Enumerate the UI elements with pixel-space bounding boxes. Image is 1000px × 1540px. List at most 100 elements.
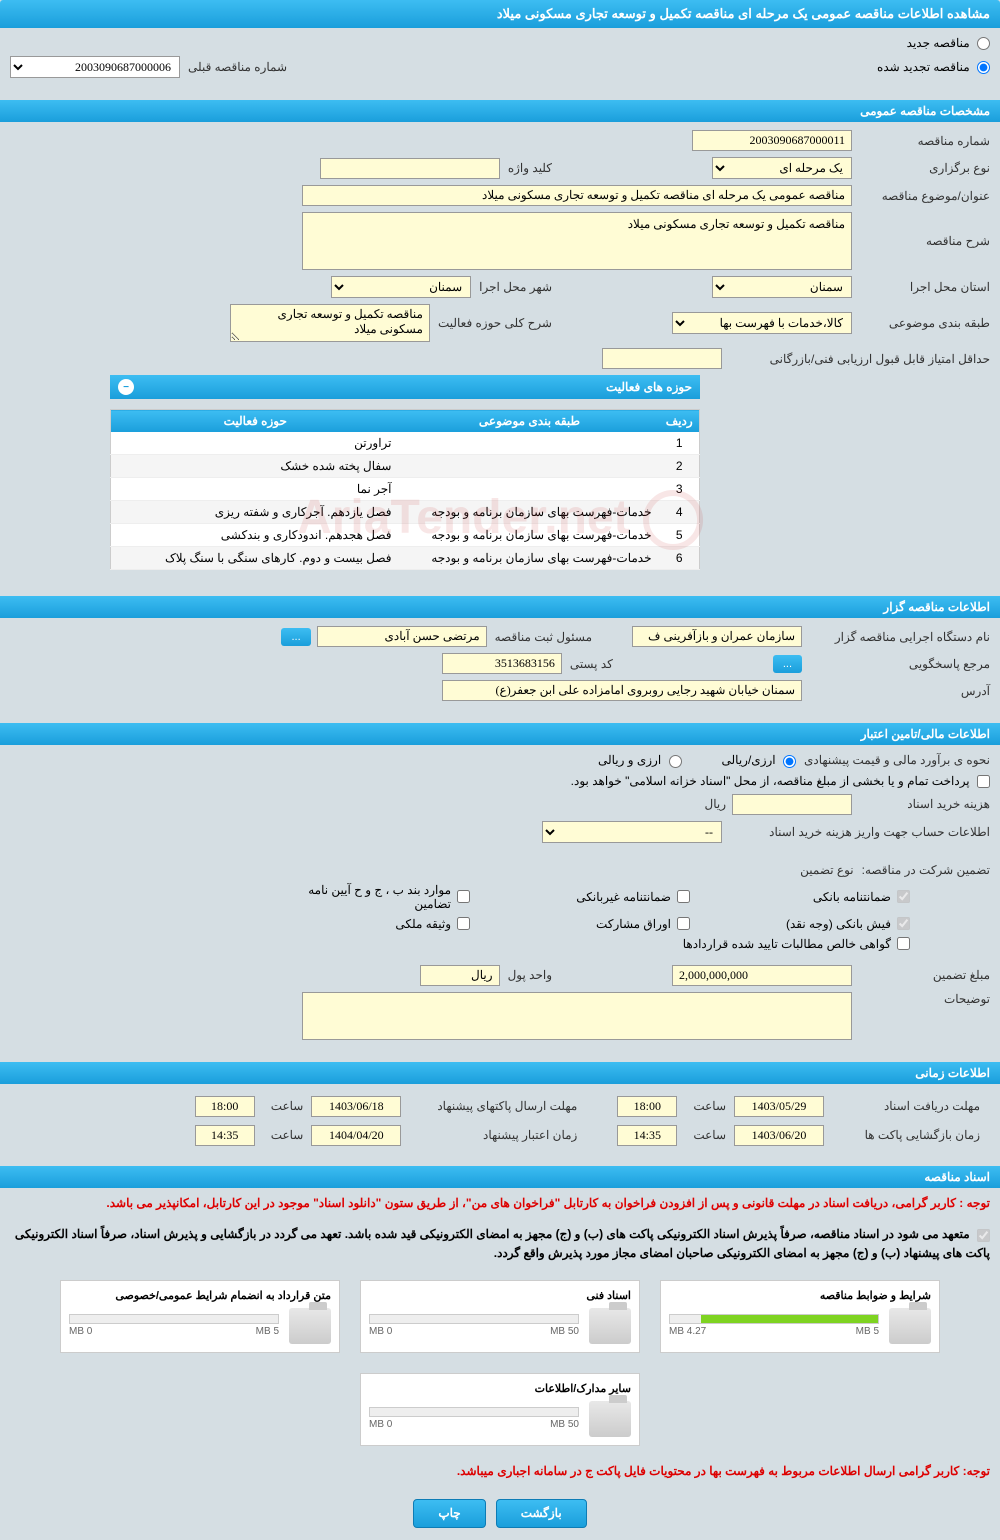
amount-label: مبلغ تضمین	[860, 968, 990, 982]
unit-field[interactable]	[420, 965, 500, 986]
activity-scope-label: شرح کلی حوزه فعالیت	[438, 316, 552, 330]
time-label-4: ساعت	[271, 1128, 304, 1142]
file-box[interactable]: متن قرارداد به انضمام شرایط عمومی/خصوصی …	[60, 1280, 340, 1353]
radio-renewed-input[interactable]	[977, 61, 990, 74]
folder-icon	[889, 1308, 931, 1344]
file-max: 50 MB	[550, 1419, 579, 1430]
receive-date[interactable]	[734, 1096, 824, 1117]
category-select[interactable]: کالا،خدمات با فهرست بها	[672, 312, 852, 334]
tender-type-select[interactable]: یک مرحله ای	[712, 157, 852, 179]
send-time[interactable]	[195, 1096, 255, 1117]
print-button[interactable]: چاپ	[413, 1499, 485, 1528]
radio-new-input[interactable]	[977, 37, 990, 50]
account-select[interactable]: --	[542, 821, 722, 843]
guarantee-type-label: نوع تضمین	[800, 863, 853, 877]
file-title: شرایط و ضوابط مناقصه	[669, 1289, 931, 1302]
notice1-prefix: توجه :	[956, 1196, 990, 1210]
activity-scope-field[interactable]: مناقصه تکمیل و توسعه تجاری مسکونی میلاد	[230, 304, 430, 342]
open-date[interactable]	[734, 1125, 824, 1146]
tender-status-block: مناقصه جدید مناقصه تجدید شده شماره مناقص…	[0, 28, 1000, 92]
postal-field[interactable]	[442, 653, 562, 674]
chk-cash[interactable]: فیش بانکی (وجه نقد)	[710, 917, 910, 931]
guarantee-checkbox-grid: ضمانتنامه بانکی ضمانتنامه غیربانکی موارد…	[10, 883, 910, 951]
collapse-icon[interactable]: −	[118, 379, 134, 395]
file-title: متن قرارداد به انضمام شرایط عمومی/خصوصی	[69, 1289, 331, 1302]
time-label-1: ساعت	[693, 1099, 726, 1113]
bottom-buttons: بازگشت چاپ	[0, 1487, 1000, 1540]
send-label: مهلت ارسال پاکتهای پیشنهاد	[417, 1099, 577, 1113]
file-box[interactable]: شرایط و ضوابط مناقصه 5 MB4.27 MB	[660, 1280, 940, 1353]
file-used: 4.27 MB	[669, 1326, 706, 1337]
section-financial: اطلاعات مالی/تامین اعتبار	[0, 723, 1000, 745]
validity-time[interactable]	[195, 1125, 255, 1146]
file-box[interactable]: سایر مدارک/اطلاعات 50 MB 0 MB	[360, 1373, 640, 1446]
file-boxes: شرایط و ضوابط مناقصه 5 MB4.27 MB اسناد ف…	[0, 1270, 1000, 1456]
chk-property[interactable]: وثیقه ملکی	[270, 917, 470, 931]
time-label-3: ساعت	[693, 1128, 726, 1142]
city-select[interactable]: سمنان	[331, 276, 471, 298]
tender-type-label: نوع برگزاری	[860, 161, 990, 175]
open-time[interactable]	[617, 1125, 677, 1146]
page-title: مشاهده اطلاعات مناقصه عمومی یک مرحله ای …	[497, 6, 990, 21]
more-button[interactable]: ...	[281, 628, 310, 646]
province-label: استان محل اجرا	[860, 280, 990, 294]
section-general: مشخصات مناقصه عمومی	[0, 100, 1000, 122]
file-used: 0 MB	[369, 1326, 392, 1337]
contact-more-button[interactable]: ...	[773, 655, 802, 673]
province-select[interactable]: سمنان	[712, 276, 852, 298]
file-title: سایر مدارک/اطلاعات	[369, 1382, 631, 1395]
payment-checkbox[interactable]: پرداخت تمام و یا بخشی از مبلغ مناقصه، از…	[571, 774, 990, 788]
table-row: 1تراورتن	[111, 432, 700, 455]
time-label-2: ساعت	[271, 1099, 304, 1113]
desc-field[interactable]: مناقصه تکمیل و توسعه تجاری مسکونی میلاد	[302, 212, 852, 270]
amount-field[interactable]	[672, 965, 852, 986]
tender-number-label: شماره مناقصه	[860, 134, 990, 148]
progress-bar	[669, 1314, 879, 1324]
responsible-label: مسئول ثبت مناقصه	[495, 630, 592, 644]
commit-checkbox[interactable]: متعهد می شود در اسناد مناقصه، صرفاً پذیر…	[15, 1227, 990, 1260]
timing-block: مهلت دریافت اسناد ساعت مهلت ارسال پاکتها…	[0, 1084, 1000, 1158]
keyword-field[interactable]	[320, 158, 500, 179]
file-used: 0 MB	[369, 1419, 392, 1430]
col-row: ردیف	[660, 410, 700, 433]
radio-new-tender[interactable]: مناقصه جدید	[907, 36, 990, 50]
min-score-field[interactable]	[602, 348, 722, 369]
responsible-field[interactable]	[317, 626, 487, 647]
file-max: 5 MB	[256, 1326, 279, 1337]
subject-field[interactable]	[302, 185, 852, 206]
general-block: شماره مناقصه نوع برگزاری یک مرحله ای کلی…	[0, 122, 1000, 588]
folder-icon	[589, 1401, 631, 1437]
chk-bank[interactable]: ضمانتنامه بانکی	[710, 883, 910, 911]
notice1-text: کاربر گرامی، دریافت اسناد در مهلت قانونی…	[106, 1196, 956, 1210]
file-max: 50 MB	[550, 1326, 579, 1337]
fin-desc-label: توضیحات	[860, 992, 990, 1006]
table-row: 4خدمات-فهرست بهای سازمان برنامه و بودجهف…	[111, 501, 700, 524]
radio-new-label: مناقصه جدید	[907, 36, 970, 50]
chk-cert[interactable]: گواهی خالص مطالبات تایید شده قراردادها	[270, 937, 910, 951]
tender-number-field[interactable]	[692, 130, 852, 151]
financial-block: نحوه ی برآورد مالی و قیمت پیشنهادی ارزی/…	[0, 745, 1000, 1054]
back-button[interactable]: بازگشت	[496, 1499, 587, 1528]
radio-renewed-tender[interactable]: مناقصه تجدید شده	[877, 60, 990, 74]
prev-number-select[interactable]: 2003090687000006	[10, 56, 180, 78]
chk-nonbank[interactable]: ضمانتنامه غیربانکی	[490, 883, 690, 911]
receive-time[interactable]	[617, 1096, 677, 1117]
page-title-bar: مشاهده اطلاعات مناقصه عمومی یک مرحله ای …	[0, 0, 1000, 28]
receive-label: مهلت دریافت اسناد	[840, 1099, 980, 1113]
radio-rial[interactable]: ارزی/ریالی	[722, 753, 796, 767]
radio-both[interactable]: ارزی و ریالی	[598, 753, 682, 767]
doc-cost-field[interactable]	[732, 794, 852, 815]
validity-date[interactable]	[311, 1125, 401, 1146]
chk-bonds[interactable]: اوراق مشارکت	[490, 917, 690, 931]
address-field[interactable]	[442, 680, 802, 701]
postal-label: کد پستی	[570, 657, 613, 671]
section-docs: اسناد مناقصه	[0, 1166, 1000, 1188]
file-box[interactable]: اسناد فنی 50 MB0 MB	[360, 1280, 640, 1353]
table-row: 6خدمات-فهرست بهای سازمان برنامه و بودجهف…	[111, 547, 700, 570]
folder-icon	[289, 1308, 331, 1344]
org-field[interactable]	[632, 626, 802, 647]
chk-cases[interactable]: موارد بند ب ، ج و ح آیین نامه تضامین	[270, 883, 470, 911]
activity-table: ردیف طبقه بندی موضوعی حوزه فعالیت 1تراور…	[110, 409, 700, 570]
fin-desc-field[interactable]	[302, 992, 852, 1040]
send-date[interactable]	[311, 1096, 401, 1117]
